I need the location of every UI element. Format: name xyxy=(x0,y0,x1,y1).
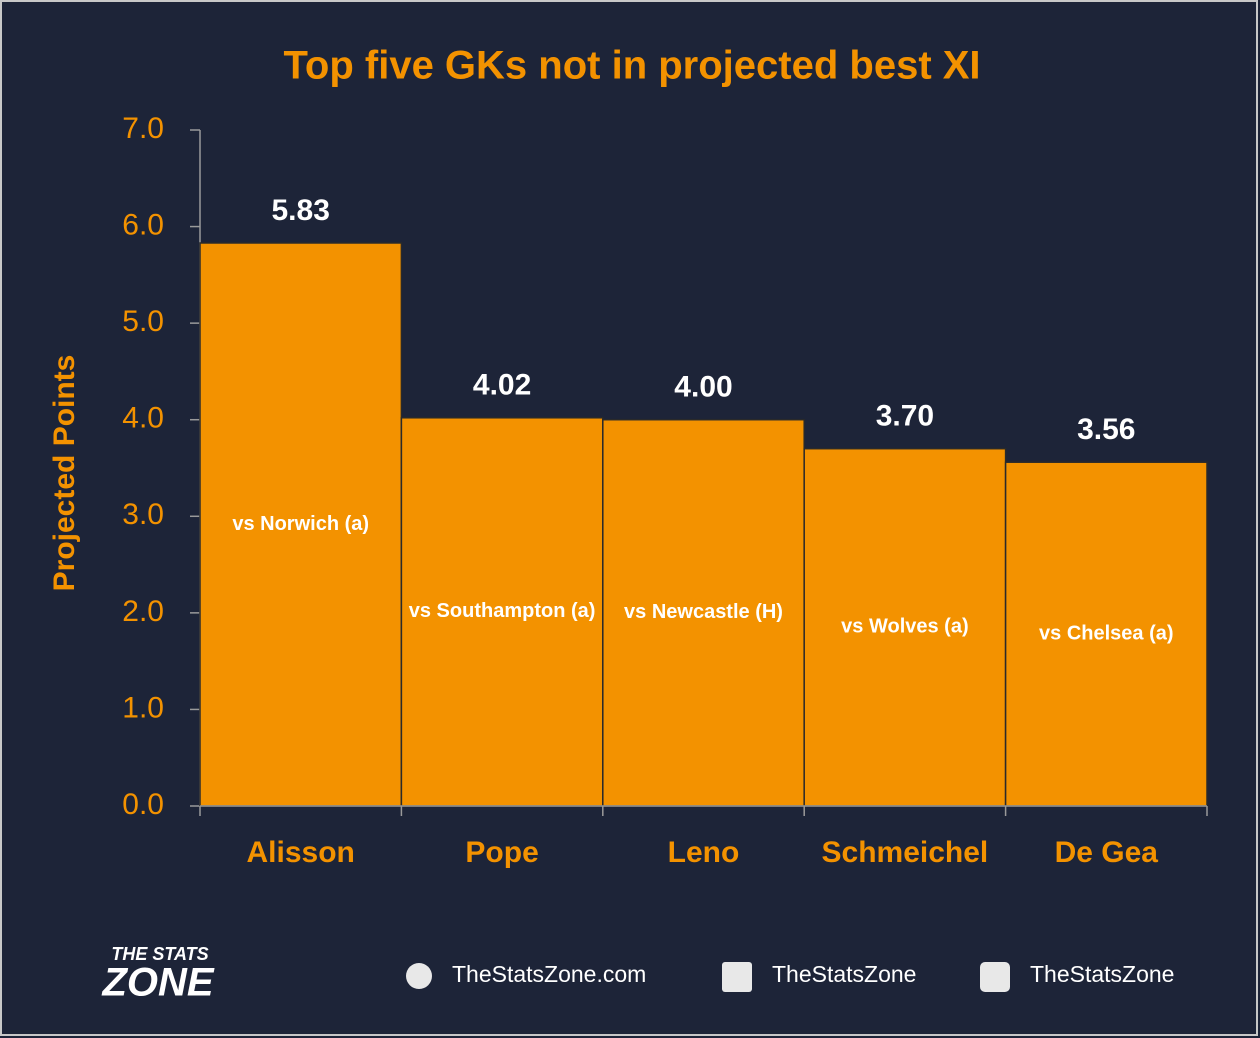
facebook-icon xyxy=(722,962,752,992)
value-label: 5.83 xyxy=(272,194,330,227)
bar xyxy=(400,417,604,807)
y-tick-label: 6.0 xyxy=(122,208,164,241)
logo-top: THE STATS xyxy=(111,944,208,964)
y-tick-label: 3.0 xyxy=(122,498,164,531)
bar-annotation: vs Chelsea (a) xyxy=(1039,622,1174,644)
y-axis-title: Projected Points xyxy=(48,355,81,592)
logo-bottom: ZONE xyxy=(101,961,214,1005)
x-tick-label: Leno xyxy=(668,836,740,869)
value-label: 4.00 xyxy=(674,371,732,404)
y-tick-label: 1.0 xyxy=(122,691,164,724)
x-tick-label: De Gea xyxy=(1055,836,1159,869)
y-tick-label: 2.0 xyxy=(122,595,164,628)
twitter-icon xyxy=(980,962,1010,992)
value-label: 3.70 xyxy=(876,400,934,433)
y-tick-label: 4.0 xyxy=(122,402,164,435)
twitter[interactable]: TheStatsZone xyxy=(1030,961,1174,987)
facebook[interactable]: TheStatsZone xyxy=(772,961,916,987)
y-tick-label: 7.0 xyxy=(122,112,164,145)
chart-title: Top five GKs not in projected best XI xyxy=(283,44,980,88)
x-tick-label: Pope xyxy=(465,836,538,869)
x-tick-label: Alisson xyxy=(247,836,355,869)
y-tick-label: 5.0 xyxy=(122,305,164,338)
value-label: 4.02 xyxy=(473,369,531,402)
bar xyxy=(803,447,1007,807)
y-tick-label: 0.0 xyxy=(122,788,164,821)
x-tick-label: Schmeichel xyxy=(822,836,989,869)
bar xyxy=(1004,461,1208,807)
bar xyxy=(199,242,403,807)
footer: THE STATS ZONE TheStatsZone.com TheStats… xyxy=(101,944,1174,1005)
bar-annotation: vs Newcastle (H) xyxy=(624,601,783,623)
value-label: 3.56 xyxy=(1077,413,1135,446)
bar-annotation: vs Wolves (a) xyxy=(841,616,968,638)
bar-annotation: vs Norwich (a) xyxy=(232,513,369,535)
globe-icon xyxy=(406,963,432,989)
bar-annotation: vs Southampton (a) xyxy=(409,600,596,622)
website[interactable]: TheStatsZone.com xyxy=(452,961,646,987)
